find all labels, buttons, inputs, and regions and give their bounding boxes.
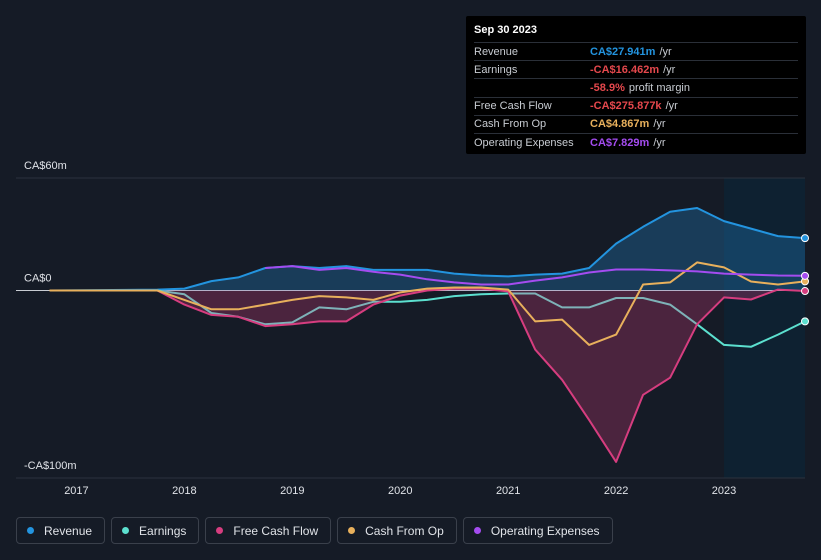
legend-dot	[216, 527, 224, 534]
legend-label: Cash From Op	[365, 523, 444, 538]
x-tick-label: 2022	[604, 485, 628, 497]
x-tick-label: 2018	[172, 485, 196, 497]
series-area	[49, 208, 805, 291]
tooltip-label: Operating Expenses	[474, 136, 574, 149]
series-line	[49, 261, 806, 346]
tooltip-row: Operating Expenses CA$7.829m/yr	[474, 132, 798, 151]
legend-dot	[122, 527, 130, 534]
legend-label: Free Cash Flow	[233, 523, 319, 538]
tooltip-date: Sep 30 2023	[474, 24, 537, 36]
tooltip-row: Revenue CA$27.941m/yr	[474, 42, 798, 60]
legend-dot	[27, 527, 34, 534]
tooltip-value: CA$4.867m	[590, 118, 650, 131]
tooltip-value: -58.9%	[590, 81, 625, 94]
tooltip-value: CA$7.829m	[590, 136, 650, 149]
tooltip-row: Earnings -CA$16.462m/yr	[474, 60, 798, 78]
x-tick-label: 2021	[496, 485, 520, 497]
tooltip-label: Free Cash Flow	[474, 100, 552, 113]
tooltip-value: CA$27.941m	[590, 45, 656, 58]
legend-item[interactable]: Free Cash Flow	[205, 517, 332, 544]
tooltip-label: Earnings	[474, 63, 518, 76]
y-tick-label: CA$0	[24, 272, 52, 284]
series-line	[49, 207, 806, 292]
x-tick-label: 2023	[712, 485, 736, 497]
legend-label: Revenue	[44, 523, 93, 538]
tooltip-label: Cash From Op	[474, 118, 547, 131]
legend-item[interactable]: Operating Expenses	[462, 517, 613, 544]
tooltip-unit: /yr	[653, 118, 666, 131]
end-marker	[801, 287, 809, 296]
legend-label: Operating Expenses	[490, 523, 600, 538]
tooltip-value: -CA$16.462m	[590, 63, 660, 76]
tooltip-label: Revenue	[474, 45, 519, 58]
series-line	[265, 265, 806, 286]
tooltip-unit: /yr	[663, 63, 676, 76]
x-tick-label: 2019	[280, 485, 304, 497]
tooltip-unit: /yr	[653, 136, 666, 149]
tooltip-row: Cash From Op CA$4.867m/yr	[474, 114, 798, 133]
legend-item[interactable]: Earnings	[111, 517, 200, 544]
end-marker	[801, 317, 809, 326]
tooltip-unit: /yr	[665, 100, 678, 113]
tooltip-value: -CA$275.877k	[590, 100, 662, 113]
tooltip-unit: profit margin	[628, 81, 690, 94]
x-tick-label: 2020	[388, 485, 412, 497]
tooltip-row: -58.9% profit margin	[474, 78, 798, 96]
legend-item[interactable]: Revenue	[16, 517, 106, 544]
end-marker	[801, 234, 809, 243]
legend-label: Earnings	[139, 523, 187, 538]
series-line	[49, 287, 806, 463]
tooltip-row: Free Cash Flow -CA$275.877k/yr	[474, 96, 798, 115]
tooltip-unit: /yr	[659, 45, 672, 58]
tooltip: Sep 30 2023 Revenue CA$27.941m/yr Earnings…	[466, 16, 806, 154]
y-tick-label: -CA$100m	[24, 460, 77, 472]
legend-item[interactable]: Cash From Op	[337, 517, 457, 544]
legend: Revenue Earnings Free Cash Flow Cash From O…	[16, 517, 613, 544]
end-marker	[801, 271, 809, 280]
series-area	[49, 288, 805, 462]
x-tick-label: 2017	[64, 485, 88, 497]
legend-dot	[348, 527, 356, 534]
legend-dot	[473, 527, 481, 534]
y-tick-label: CA$60m	[24, 160, 67, 172]
